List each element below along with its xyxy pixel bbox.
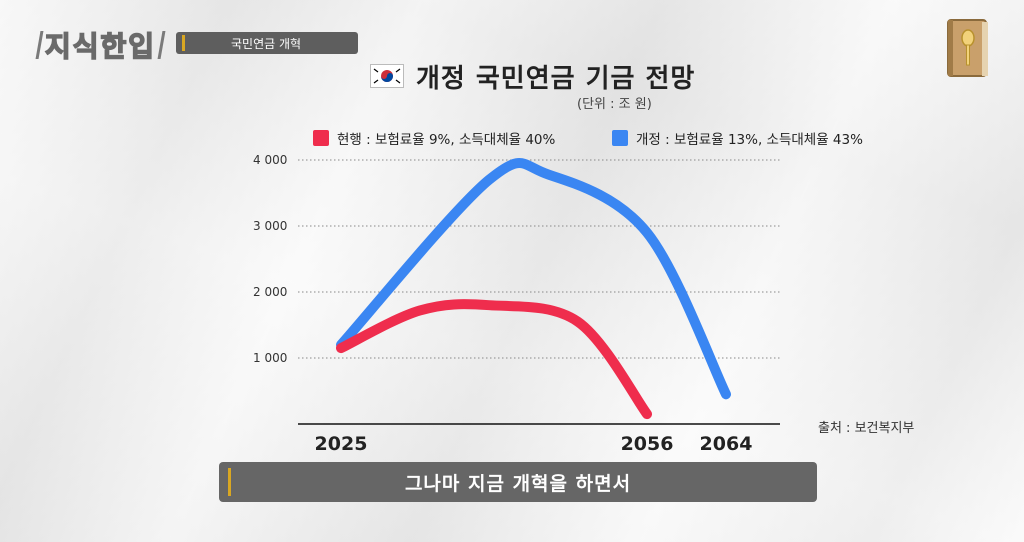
source-label: 출처 : 보건복지부 [818,421,915,436]
legend-label-current: 현행 : 보험료율 9%, 소득대체율 40% [337,132,556,148]
series-line-revised [336,158,731,400]
legend-swatch-current [313,130,329,146]
y-tick-label: 3 000 [253,219,287,233]
legend-item-revised: 개정 : 보험료율 13%, 소득대체율 43% [612,128,863,148]
topic-accent [182,35,185,51]
chart-title: 개정 국민연금 기금 전망 [370,60,696,94]
book-spoon-icon [947,19,988,77]
x-tick-label: 2064 [700,433,753,455]
subtitle-bar: 그나마 지금 개혁을 하면서 [219,462,817,502]
series-line-current [336,299,653,420]
subtitle-accent [228,468,231,496]
channel-logo: 지식한입 [34,28,167,64]
y-tick-label: 2 000 [253,285,287,299]
subtitle-text: 그나마 지금 개혁을 하면서 [404,472,632,495]
y-tick-label: 4 000 [253,153,287,167]
unit-label: (단위 : 조 원) [577,97,652,112]
legend-item-current: 현행 : 보험료율 9%, 소득대체율 40% [313,128,555,148]
topic-label: 국민연금 개혁 [231,36,302,51]
x-tick-label: 2025 [315,433,368,455]
y-tick-label: 1 000 [253,351,287,365]
legend-label-revised: 개정 : 보험료율 13%, 소득대체율 43% [636,132,863,148]
logo-text: 지식한입 [44,29,157,64]
korea-flag-icon [370,64,404,88]
topic-badge: 국민연금 개혁 [176,32,358,54]
chart-title-text: 개정 국민연금 기금 전망 [416,63,696,94]
x-tick-label: 2056 [621,433,674,455]
legend-swatch-revised [612,130,628,146]
